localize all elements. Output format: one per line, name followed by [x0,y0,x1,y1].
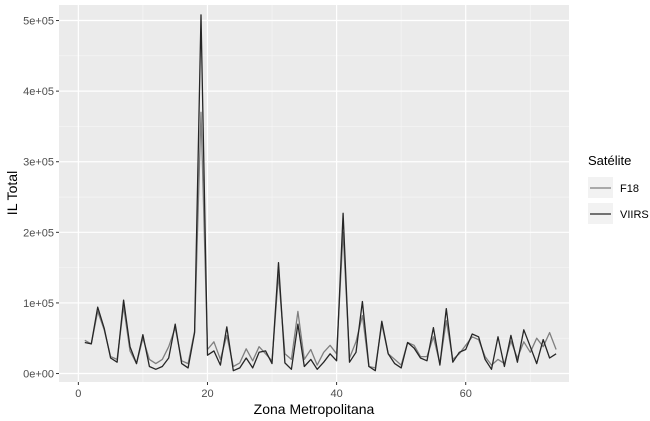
y-tick-label: 0e+00 [23,369,54,381]
y-tick-label: 3e+05 [23,157,54,169]
y-tick-label: 2e+05 [23,227,54,239]
legend-label-f18: F18 [620,183,639,195]
x-tick-label: 60 [460,388,472,400]
x-axis-title: Zona Metropolitana [254,401,375,417]
x-tick-label: 40 [330,388,342,400]
x-tick-label: 20 [201,388,213,400]
legend-title: Satélite [588,153,631,168]
y-axis-title: IL Total [4,171,20,215]
y-axis-ticks: 0e+00 1e+05 2e+05 3e+05 4e+05 5e+05 [23,16,59,381]
legend-label-viirs: VIIRS [620,209,649,221]
y-tick-label: 5e+05 [23,16,54,28]
x-axis-ticks: 0 20 40 60 [75,382,472,400]
y-tick-label: 4e+05 [23,86,54,98]
legend: Satélite F18 VIIRS [588,153,649,224]
y-tick-label: 1e+05 [23,298,54,310]
plot-panel [59,5,569,382]
x-tick-label: 0 [75,388,81,400]
